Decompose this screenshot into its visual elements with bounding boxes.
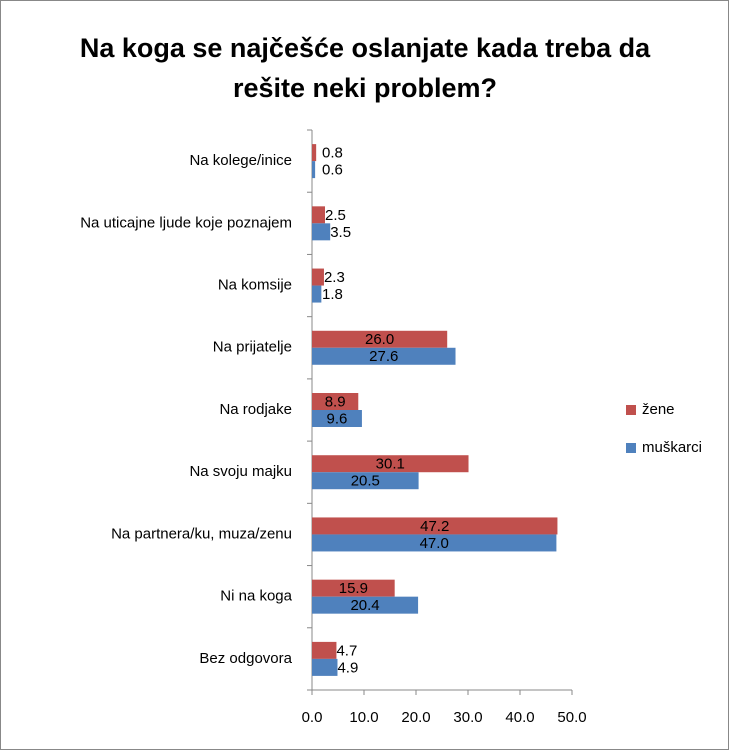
bar [312,517,558,535]
value-label: 27.6 [369,348,398,365]
value-label: 20.4 [350,597,379,614]
legend-swatch [626,405,636,415]
bar [312,223,331,241]
y-tick-label: Bez odgovora [199,650,292,667]
bar [312,268,324,286]
bar [312,161,316,179]
bar [312,285,322,303]
value-label: 0.8 [322,145,343,162]
value-label: 9.6 [327,410,348,427]
x-tick-label: 0.0 [302,709,323,726]
bar [312,330,448,348]
x-tick-label: 50.0 [557,709,586,726]
bar [312,206,325,224]
y-tick-label: Na prijatelje [213,339,292,356]
value-label: 3.5 [330,224,351,241]
legend-label: žene [642,401,675,418]
bar [312,534,557,552]
x-tick-label: 20.0 [401,709,430,726]
bar [312,596,419,614]
y-tick-label: Na kolege/inice [189,152,292,169]
value-label: 2.5 [325,207,346,224]
bar [312,579,395,597]
bar [312,347,456,365]
bar [312,144,317,162]
x-tick-label: 30.0 [453,709,482,726]
value-label: 2.3 [324,269,345,286]
value-label: 0.6 [322,162,343,179]
bar [312,410,362,427]
legend-label: muškarci [642,439,702,456]
value-label: 1.8 [322,286,343,303]
y-tick-label: Na partnera/ku, muza/zenu [111,525,292,542]
bar [312,641,337,659]
value-label: 47.0 [420,535,449,552]
value-label: 4.7 [336,642,357,659]
y-tick-label: Ni na koga [220,588,292,605]
bar [312,455,469,473]
chart-title: Na koga se najčešće oslanjate kada treba… [79,33,651,103]
value-label: 4.9 [337,659,358,676]
y-tick-label: Na rodjake [219,401,292,418]
bar [312,393,359,410]
y-tick-label: Na svoju majku [189,463,292,480]
legend-swatch [626,443,636,453]
bar [312,658,338,676]
value-label: 47.2 [420,518,449,535]
value-label: 20.5 [351,473,380,490]
y-tick-label: Na uticajne ljude koje poznajem [80,214,292,231]
x-tick-label: 10.0 [349,709,378,726]
value-label: 30.1 [376,456,405,473]
x-tick-label: 40.0 [505,709,534,726]
value-label: 8.9 [325,393,346,410]
bar [312,472,419,490]
value-label: 15.9 [339,580,368,597]
value-label: 26.0 [365,331,394,348]
y-tick-label: Na komsije [218,277,292,294]
